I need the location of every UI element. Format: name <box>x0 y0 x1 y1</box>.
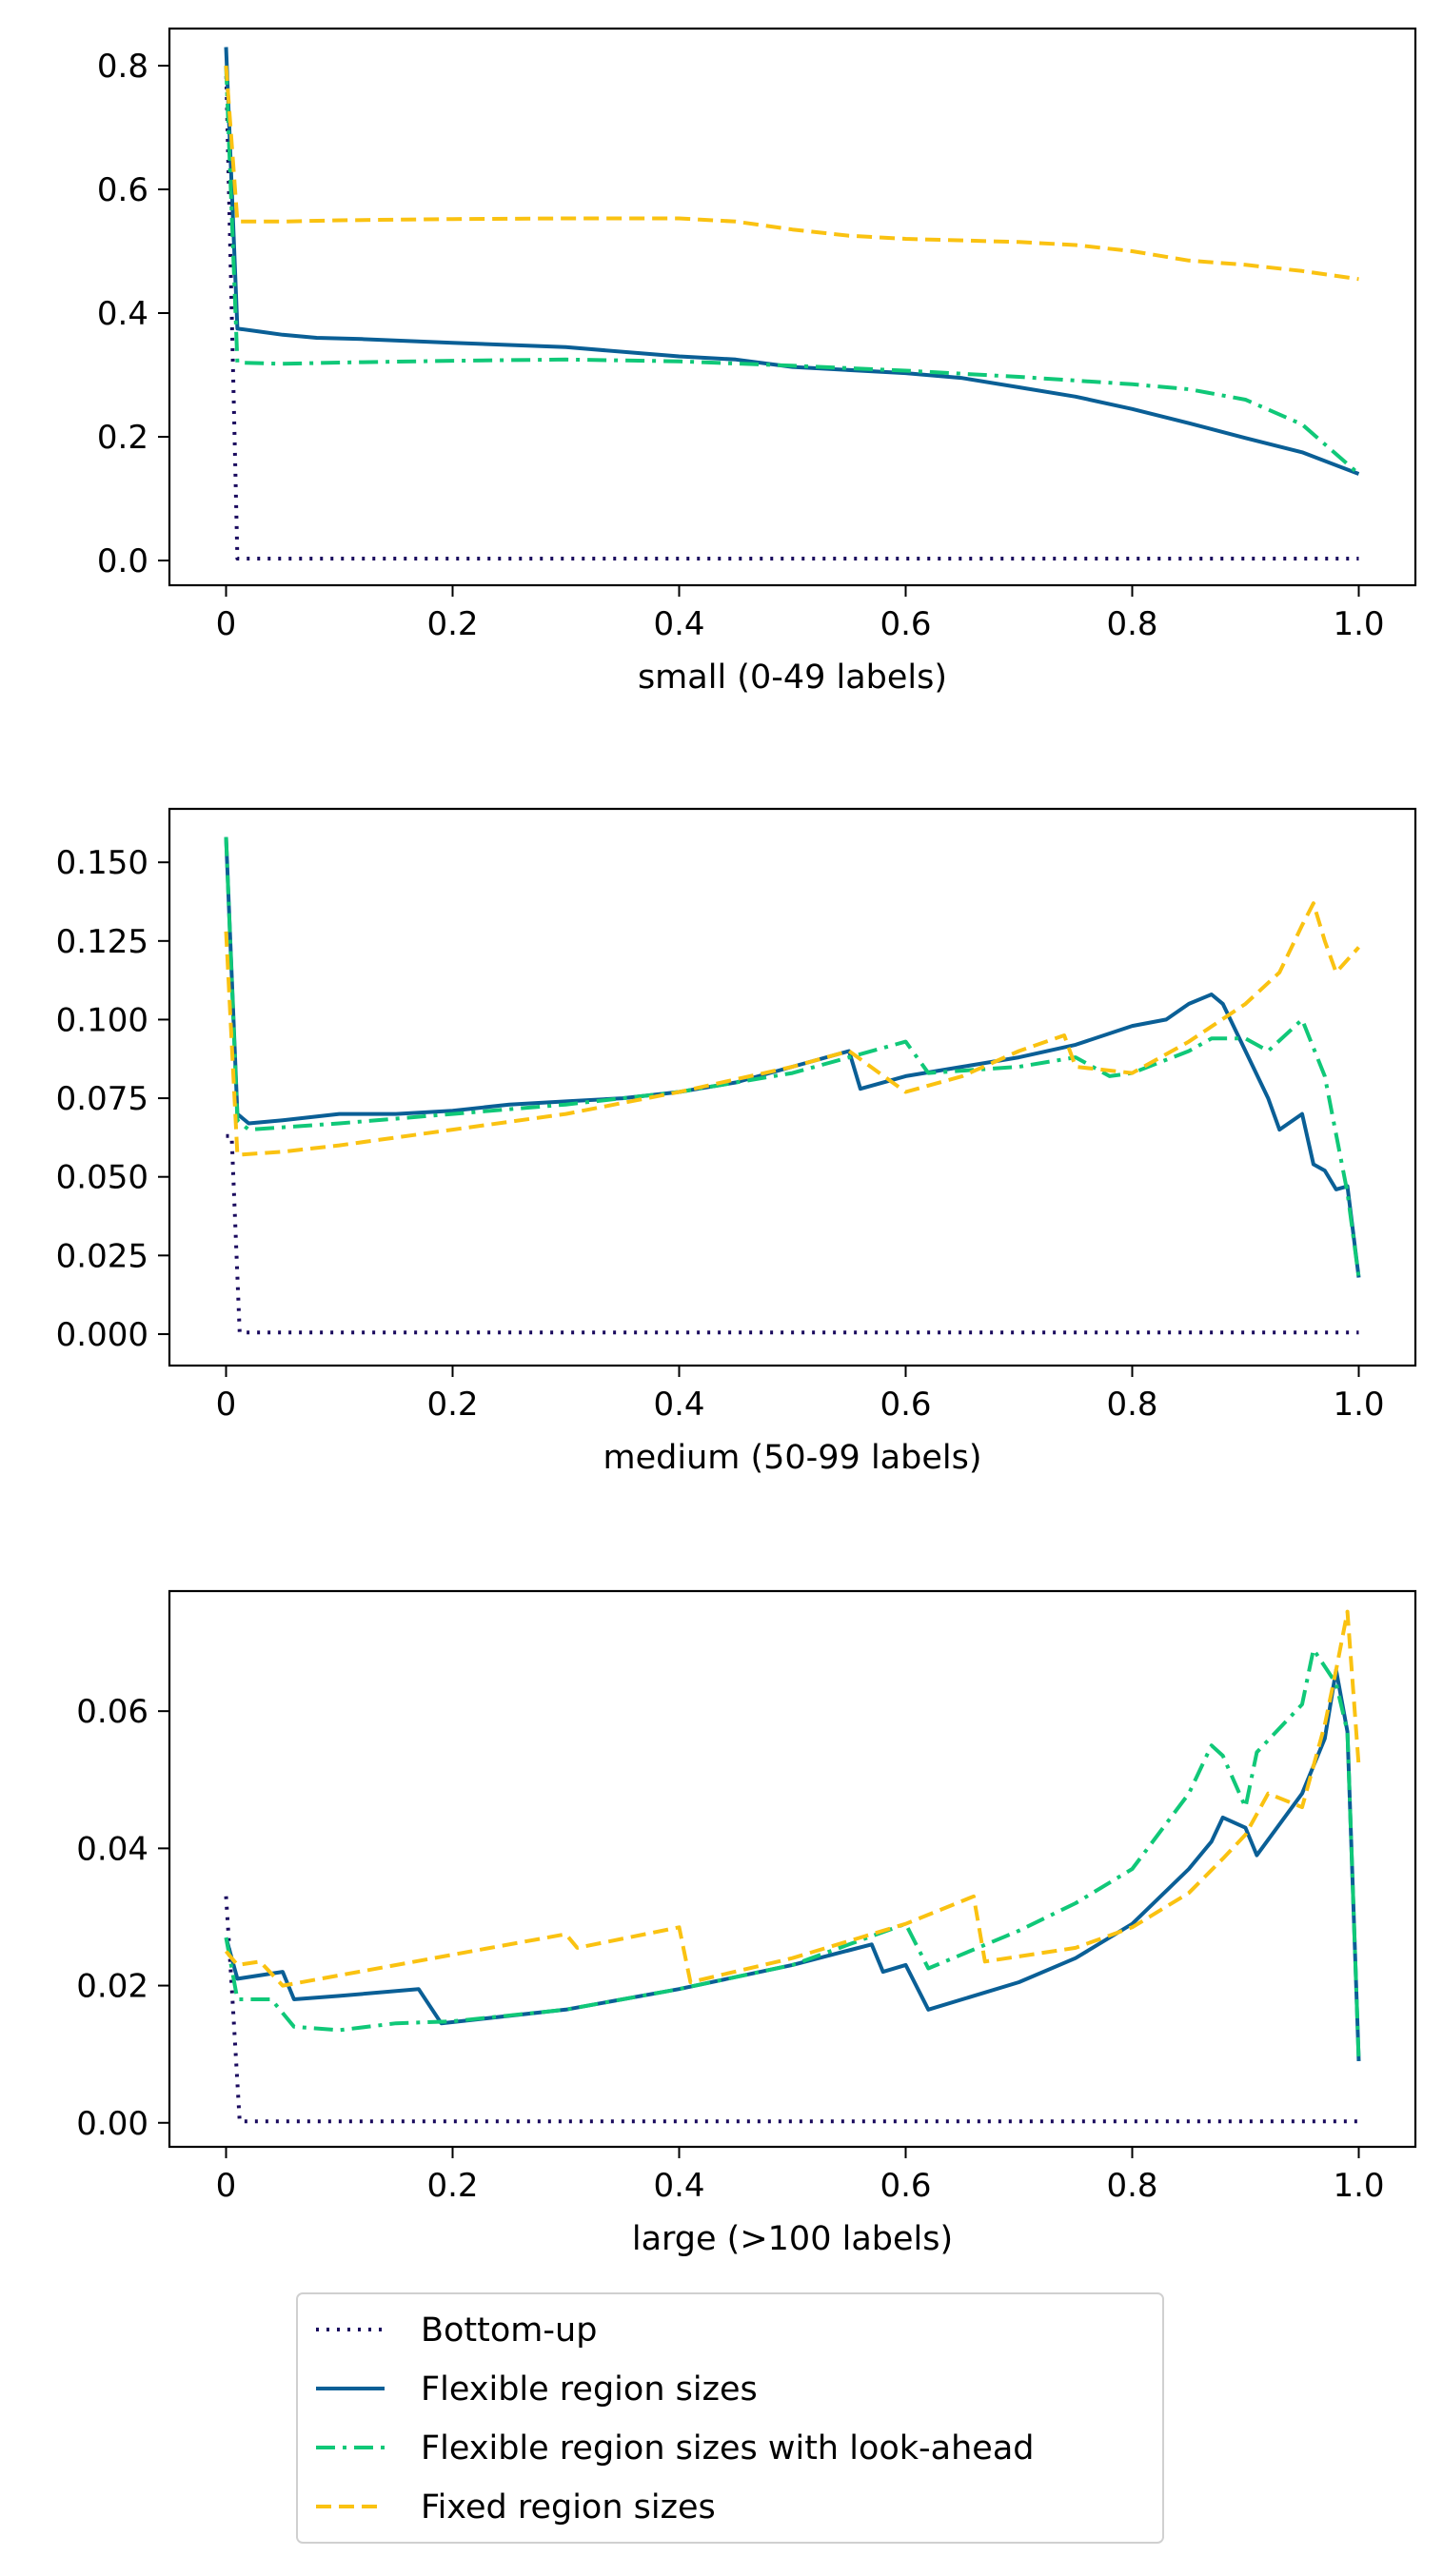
x-tick-label: 0 <box>216 1386 237 1424</box>
x-tick-label: 0.4 <box>653 2167 704 2205</box>
legend-box <box>296 2292 1164 2544</box>
y-tick-label: 0.6 <box>97 171 148 209</box>
series-line-bottom-up <box>224 65 1359 560</box>
x-axis-title: medium (50-99 labels) <box>603 1439 982 1477</box>
series-line-bottom-up <box>224 1896 1359 2124</box>
x-tick-label: 0.6 <box>880 605 931 643</box>
panels: 0 0.2 0.4 0.6 0.8 1.0 0.0 0.2 0.4 0.6 0.8 small (0-… <box>56 27 1417 2258</box>
y-tick-label: 0.04 <box>76 1830 148 1868</box>
x-axis-title: small (0-49 labels) <box>638 659 947 697</box>
legend-label-bottom-up: Bottom-up <box>421 2311 597 2350</box>
y-tick-label: 0.0 <box>97 542 148 580</box>
x-tick-label: 0.6 <box>880 2167 931 2205</box>
x-tick-label: 0 <box>216 2167 237 2205</box>
x-tick-label: 1.0 <box>1333 1386 1384 1424</box>
legend-label-flexible-region-sizes: Flexible region sizes <box>421 2370 758 2409</box>
x-tick-label: 0.2 <box>426 605 478 643</box>
legend-label-fixed-region-sizes: Fixed region sizes <box>421 2488 716 2527</box>
x-tick-label: 0.2 <box>426 2167 478 2205</box>
plot-area <box>224 47 1360 560</box>
y-tick-label: 0.00 <box>76 2105 148 2143</box>
series-line-bottom-up <box>226 1133 1359 1335</box>
y-tick-label: 0.025 <box>56 1237 148 1275</box>
y-tick-label: 0.125 <box>56 923 148 961</box>
x-tick-label: 0.2 <box>426 1386 478 1424</box>
x-tick-label: 1.0 <box>1333 605 1384 643</box>
axes-frame <box>168 27 1417 587</box>
plot-area <box>224 1609 1361 2124</box>
panel-1: 0 0.2 0.4 0.6 0.8 1.0 0.0 0.2 0.4 0.6 0.8 small (0-… <box>97 27 1417 697</box>
series-line-fixed-region-sizes <box>224 1609 1361 1988</box>
y-tick-label: 0.100 <box>56 1001 148 1039</box>
y-tick-label: 0.06 <box>76 1693 148 1731</box>
x-tick-label: 0 <box>216 605 237 643</box>
y-tick-label: 0.8 <box>97 48 148 86</box>
y-tick-label: 0.150 <box>56 844 148 882</box>
x-tick-label: 0.6 <box>880 1386 931 1424</box>
y-tick-label: 0.4 <box>97 295 148 333</box>
series-line-flexible-region-sizes-with-look-ahead <box>224 1647 1361 2061</box>
series-line-flexible-region-sizes-with-look-ahead <box>224 836 1361 1278</box>
x-tick-label: 0.4 <box>653 1386 704 1424</box>
series-line-fixed-region-sizes <box>224 65 1359 282</box>
x-axis-title: large (>100 labels) <box>632 2220 953 2258</box>
x-tick-label: 1.0 <box>1333 2167 1384 2205</box>
series-line-flexible-region-sizes <box>224 1667 1361 2061</box>
panel-3: 0 0.2 0.4 0.6 0.8 1.0 0.00 0.02 0.04 0.06 large (>… <box>76 1589 1417 2258</box>
series-line-fixed-region-sizes <box>224 901 1360 1157</box>
y-tick-label: 0.000 <box>56 1316 148 1354</box>
y-tick-label: 0.2 <box>97 419 148 457</box>
y-tick-label: 0.02 <box>76 1968 148 2006</box>
x-tick-label: 0.8 <box>1106 2167 1157 2205</box>
series-line-flexible-region-sizes <box>224 47 1360 476</box>
x-tick-label: 0.8 <box>1106 605 1157 643</box>
legend: Bottom-up Flexible region sizes Flexible r… <box>296 2292 1164 2544</box>
series-line-flexible-region-sizes <box>224 836 1361 1278</box>
x-tick-label: 0.4 <box>653 605 704 643</box>
x-tick-label: 0.8 <box>1106 1386 1157 1424</box>
legend-label-flexible-region-sizes-with-look-ahead: Flexible region sizes with look-ahead <box>421 2429 1035 2468</box>
axes-frame <box>168 1589 1417 2149</box>
axes-frame <box>168 807 1417 1367</box>
y-tick-label: 0.050 <box>56 1159 148 1197</box>
panel-2: 0 0.2 0.4 0.6 0.8 1.0 0.000 0.025 0.050 0.075 0.10… <box>56 807 1417 1477</box>
y-tick-label: 0.075 <box>56 1080 148 1118</box>
series-line-flexible-region-sizes-with-look-ahead <box>224 65 1360 476</box>
plot-area <box>224 836 1361 1335</box>
